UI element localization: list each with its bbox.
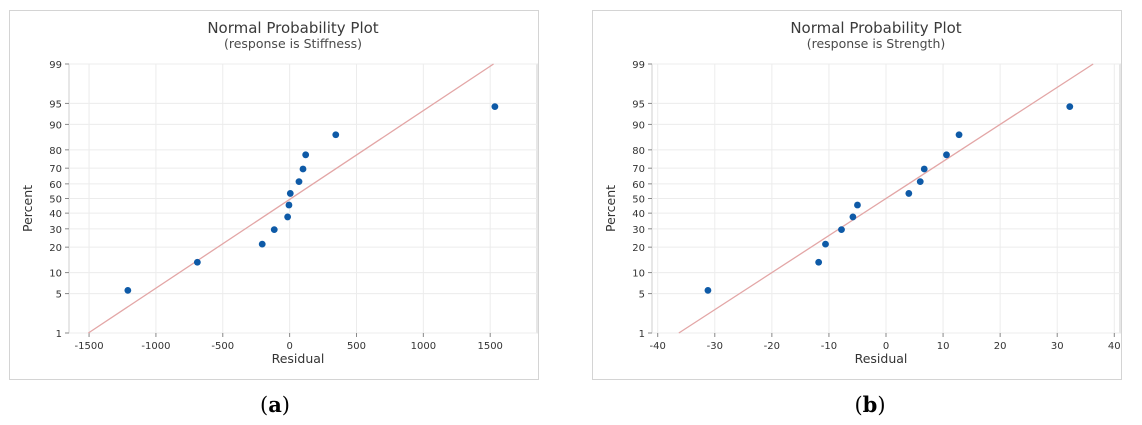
x-tick-label: 1500 (477, 341, 502, 352)
data-point (258, 240, 266, 248)
data-point (943, 151, 950, 159)
x-tick-label: 30 (1051, 341, 1064, 352)
data-point (193, 258, 201, 266)
x-axis-label: Residual (272, 351, 325, 366)
y-tick-label: 50 (632, 195, 645, 206)
y-tick-label: 60 (632, 180, 645, 191)
x-tick-label: -40 (650, 341, 666, 352)
data-point (491, 103, 499, 111)
data-point (332, 131, 340, 139)
x-tick-label: -30 (707, 341, 723, 352)
data-point (704, 286, 712, 294)
x-tick-label: -10 (821, 341, 837, 352)
chart-panel-stiffness: Normal Probability Plot (response is Stif… (9, 10, 539, 380)
y-tick-label: 50 (49, 195, 62, 206)
y-tick-label: 95 (49, 99, 62, 110)
x-axis-label: Residual (855, 351, 908, 366)
y-tick-label: 80 (49, 146, 62, 157)
chart-subtitle: (response is Stiffness) (224, 36, 362, 51)
y-tick-label: 90 (632, 120, 645, 131)
data-point (815, 258, 823, 266)
data-point (295, 178, 303, 185)
data-point (955, 131, 963, 139)
y-tick-label: 10 (632, 269, 645, 280)
data-point (916, 178, 924, 185)
data-point (299, 165, 307, 173)
y-axis-label: Percent (20, 185, 35, 232)
y-tick-label: 1 (639, 329, 645, 340)
y-tick-label: 40 (632, 209, 645, 220)
x-tick-label: -1000 (141, 341, 170, 352)
y-axis-label: Percent (603, 185, 618, 232)
y-tick-label: 1 (56, 329, 62, 340)
x-tick-label: -20 (764, 341, 780, 352)
chart-panel-strength: Normal Probability Plot (response is Stre… (592, 10, 1122, 380)
y-tick-label: 30 (49, 225, 62, 236)
y-tick-label: 99 (49, 60, 62, 71)
x-tick-label: 0 (883, 341, 889, 352)
y-tick-label: 5 (639, 290, 645, 301)
data-point (1066, 103, 1074, 111)
x-tick-label: 40 (1108, 341, 1121, 352)
y-tick-label: 20 (49, 243, 62, 254)
chart-stiffness-svg: Normal Probability Plot(response is Stif… (20, 19, 538, 366)
y-tick-label: 99 (632, 60, 645, 71)
data-point (849, 213, 857, 221)
x-tick-label: 500 (347, 341, 366, 352)
y-tick-label: 40 (49, 209, 62, 220)
y-tick-label: 70 (632, 164, 645, 175)
y-tick-label: 95 (632, 99, 645, 110)
y-tick-label: 70 (49, 164, 62, 175)
caption-b: (b) (854, 392, 886, 417)
data-point (854, 201, 861, 209)
data-point (124, 286, 132, 294)
chart-subtitle: (response is Strength) (807, 36, 946, 51)
data-point (284, 213, 292, 221)
data-point (270, 226, 278, 234)
caption-a: (a) (259, 392, 290, 417)
y-tick-label: 80 (632, 146, 645, 157)
y-tick-label: 30 (632, 225, 645, 236)
chart-strength-svg: Normal Probability Plot(response is Stre… (603, 19, 1121, 366)
y-tick-label: 60 (49, 180, 62, 191)
x-tick-label: 0 (286, 341, 292, 352)
data-point (302, 151, 310, 159)
y-tick-label: 10 (49, 269, 62, 280)
fit-line (88, 63, 494, 334)
chart-title: Normal Probability Plot (790, 19, 961, 37)
x-tick-label: -1500 (75, 341, 104, 352)
y-tick-label: 90 (49, 120, 62, 131)
data-point (285, 201, 293, 209)
data-point (822, 240, 829, 248)
data-point (838, 226, 845, 234)
data-point (905, 190, 913, 197)
data-point (286, 190, 294, 197)
x-tick-label: 1000 (411, 341, 436, 352)
x-tick-label: 10 (937, 341, 950, 352)
x-tick-label: -500 (211, 341, 234, 352)
chart-title: Normal Probability Plot (207, 19, 378, 37)
fit-line (678, 63, 1094, 334)
y-tick-label: 5 (56, 290, 62, 301)
y-tick-label: 20 (632, 243, 645, 254)
x-tick-label: 20 (994, 341, 1007, 352)
data-point (920, 165, 928, 173)
